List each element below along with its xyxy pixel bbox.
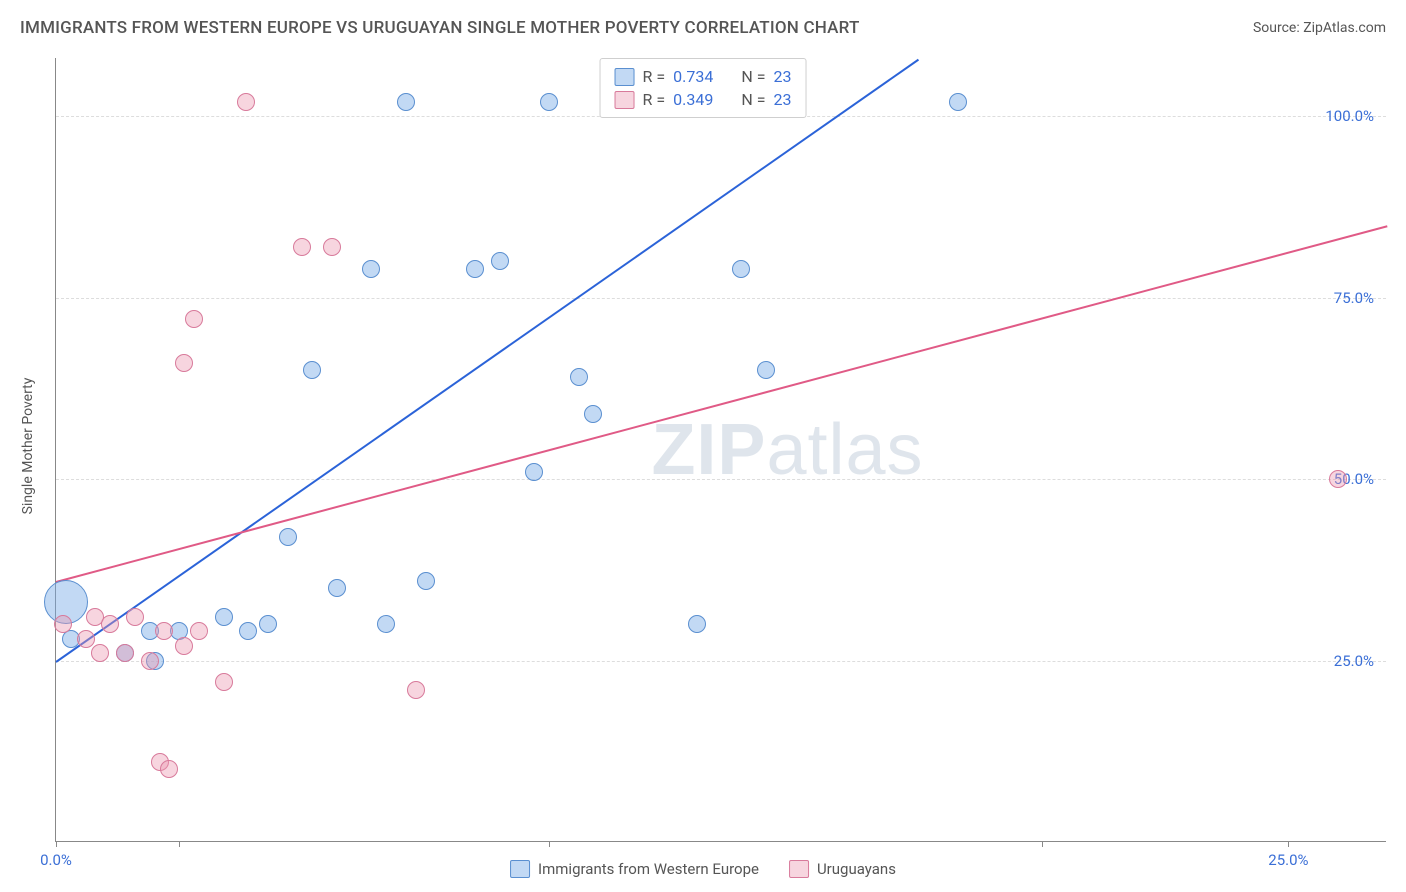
scatter-point — [949, 93, 967, 111]
scatter-point — [407, 681, 425, 699]
scatter-point — [362, 260, 380, 278]
x-tick — [1288, 841, 1289, 847]
scatter-point — [91, 644, 109, 662]
scatter-plot-area: ZIPatlas 25.0%50.0%75.0%100.0%0.0%25.0% — [55, 58, 1386, 842]
x-tick — [1042, 841, 1043, 847]
chart-title: IMMIGRANTS FROM WESTERN EUROPE VS URUGUA… — [20, 18, 860, 38]
legend-n-value: 23 — [773, 67, 791, 86]
legend-swatch — [615, 91, 635, 109]
scatter-point — [397, 93, 415, 111]
scatter-point — [155, 622, 173, 640]
x-tick-label: 0.0% — [40, 851, 72, 869]
scatter-point — [175, 637, 193, 655]
scatter-point — [688, 615, 706, 633]
source-attribution: Source: ZipAtlas.com — [1253, 20, 1386, 36]
y-axis-title: Single Mother Poverty — [20, 378, 36, 515]
title-bar: IMMIGRANTS FROM WESTERN EUROPE VS URUGUA… — [20, 18, 1386, 38]
scatter-point — [1329, 470, 1347, 488]
scatter-point — [525, 463, 543, 481]
legend-n-label: N = — [741, 67, 765, 86]
x-tick — [56, 841, 57, 847]
scatter-point — [466, 260, 484, 278]
x-tick-label: 25.0% — [1268, 851, 1308, 869]
scatter-point — [54, 615, 72, 633]
series-legend-item: Immigrants from Western Europe — [510, 860, 759, 878]
scatter-point — [584, 405, 602, 423]
legend-row: R = 0.349 N = 23 — [615, 88, 792, 111]
series-legend: Immigrants from Western Europe Uruguayans — [510, 860, 896, 878]
y-tick-label: 75.0% — [1334, 289, 1374, 307]
scatter-point — [175, 354, 193, 372]
legend-swatch — [615, 68, 635, 86]
series-legend-label: Immigrants from Western Europe — [538, 860, 759, 878]
legend-row: R = 0.734 N = 23 — [615, 65, 792, 88]
scatter-point — [293, 238, 311, 256]
y-tick-label: 25.0% — [1334, 652, 1374, 670]
scatter-point — [328, 579, 346, 597]
x-tick — [179, 841, 180, 847]
scatter-point — [491, 252, 509, 270]
scatter-point — [279, 528, 297, 546]
watermark-rest: atlas — [766, 410, 923, 490]
scatter-point — [417, 572, 435, 590]
scatter-point — [239, 622, 257, 640]
scatter-point — [215, 608, 233, 626]
watermark-bold: ZIP — [651, 410, 766, 490]
scatter-point — [190, 622, 208, 640]
scatter-point — [540, 93, 558, 111]
legend-n-label: N = — [741, 90, 765, 109]
scatter-point — [141, 652, 159, 670]
legend-r-label: R = — [643, 67, 666, 86]
scatter-point — [160, 760, 178, 778]
series-legend-label: Uruguayans — [817, 860, 896, 878]
scatter-point — [732, 260, 750, 278]
scatter-point — [185, 310, 203, 328]
scatter-point — [323, 238, 341, 256]
scatter-point — [377, 615, 395, 633]
legend-r-value: 0.349 — [673, 90, 713, 109]
gridline — [56, 661, 1386, 662]
legend-r-label: R = — [643, 90, 666, 109]
scatter-point — [237, 93, 255, 111]
scatter-point — [757, 361, 775, 379]
gridline — [56, 298, 1386, 299]
x-tick — [549, 841, 550, 847]
trend-line — [56, 225, 1388, 583]
legend-n-value: 23 — [773, 90, 791, 109]
scatter-point — [101, 615, 119, 633]
gridline — [56, 479, 1386, 480]
series-legend-item: Uruguayans — [789, 860, 896, 878]
legend-swatch — [510, 860, 530, 878]
scatter-point — [126, 608, 144, 626]
scatter-point — [570, 368, 588, 386]
scatter-point — [116, 644, 134, 662]
correlation-legend-box: R = 0.734 N = 23 R = 0.349 N = 23 — [600, 58, 807, 118]
scatter-point — [259, 615, 277, 633]
legend-r-value: 0.734 — [673, 67, 713, 86]
y-tick-label: 100.0% — [1325, 107, 1374, 125]
legend-swatch — [789, 860, 809, 878]
scatter-point — [303, 361, 321, 379]
scatter-point — [215, 673, 233, 691]
scatter-point — [77, 630, 95, 648]
